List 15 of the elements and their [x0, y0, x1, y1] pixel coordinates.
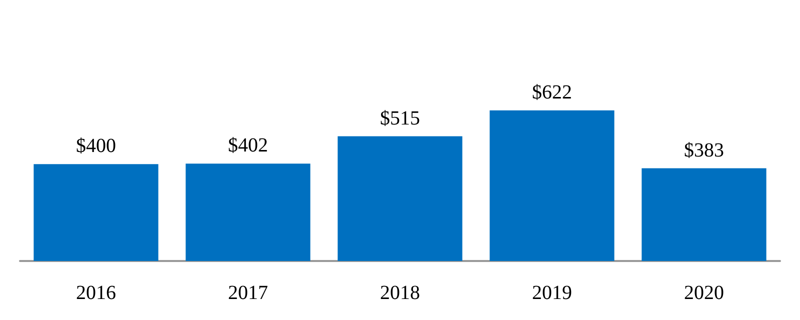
data-label: $515	[380, 107, 420, 130]
x-tick-label: 2018	[380, 282, 420, 304]
x-tick-label: 2019	[532, 282, 572, 304]
bar	[642, 168, 766, 261]
bar	[490, 110, 614, 261]
data-label: $400	[76, 135, 116, 158]
x-tick-label: 2020	[684, 282, 724, 304]
bar	[338, 136, 462, 261]
x-tick-label: 2017	[228, 282, 268, 304]
data-label: $402	[228, 134, 268, 157]
x-tick-label: 2016	[76, 282, 116, 304]
data-label: $622	[532, 81, 572, 104]
bar	[34, 164, 158, 261]
data-label: $383	[684, 139, 724, 162]
bar	[186, 164, 310, 261]
